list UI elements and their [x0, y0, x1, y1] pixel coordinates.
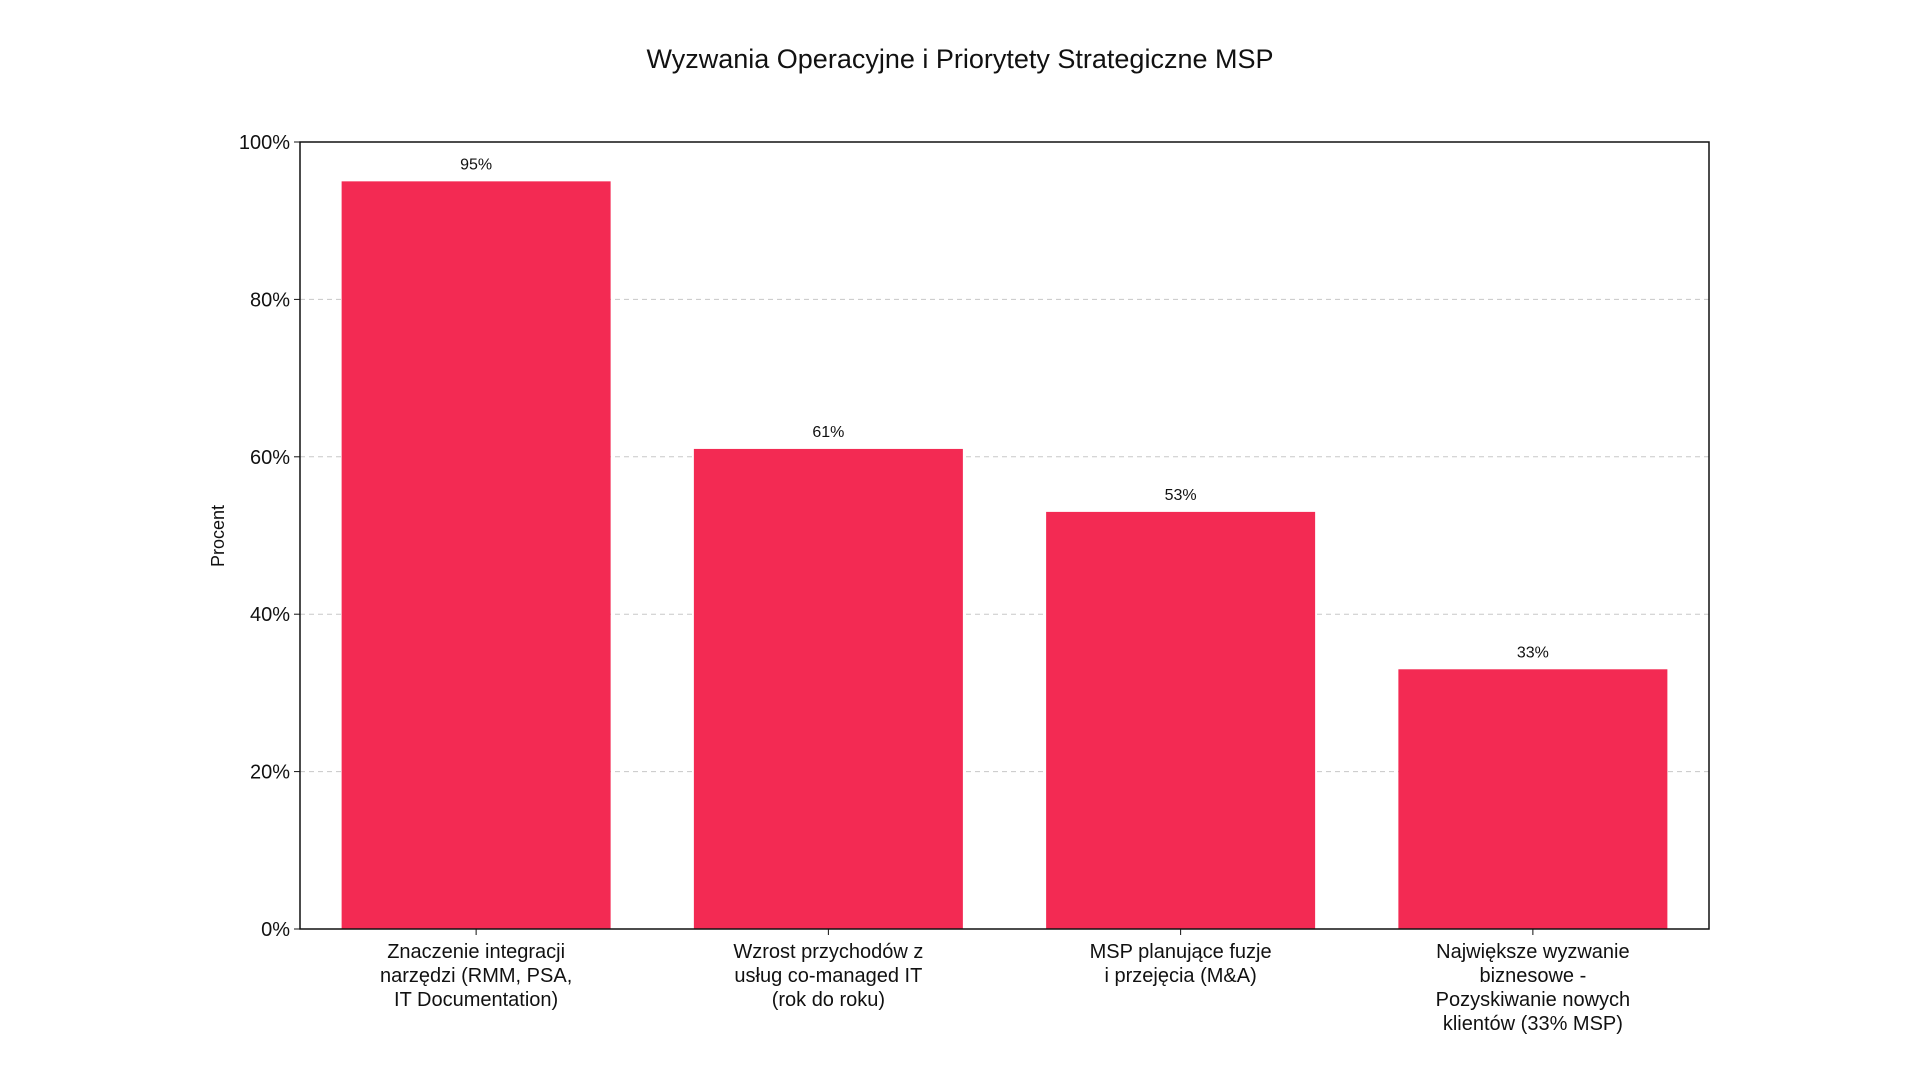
- y-tick-label: 0%: [261, 919, 290, 941]
- y-tick-label: 100%: [239, 132, 290, 154]
- data-label: 95%: [460, 156, 492, 173]
- x-tick-label: Wzrost przychodów z usług co-managed IT (r…: [733, 941, 923, 1011]
- plot-frame: [299, 141, 1710, 930]
- x-tick-label: Największe wyzwanie biznesowe -Pozyskiwan…: [1436, 941, 1631, 1035]
- chart-title: Wyzwania Operacyjne i Priorytety Strateg…: [647, 44, 1274, 74]
- data-label: 53%: [1165, 487, 1197, 504]
- data-label: 61%: [812, 424, 844, 441]
- data-label: 33%: [1517, 644, 1549, 661]
- y-axis-label: Procent: [208, 505, 228, 567]
- y-tick-label: 60%: [250, 447, 290, 469]
- y-tick-label: 20%: [250, 762, 290, 784]
- x-tick-label: MSP planujące fuzje i przejęcia (M&A): [1090, 941, 1272, 987]
- bar: [693, 448, 963, 929]
- bar: [1398, 669, 1668, 929]
- y-tick-label: 40%: [250, 604, 290, 626]
- bar: [341, 181, 611, 930]
- x-tick-label: Znaczenie integracji narzędzi (RMM, PSA, I…: [380, 941, 572, 1011]
- bar: [1046, 511, 1316, 929]
- y-tick-label: 80%: [250, 289, 290, 311]
